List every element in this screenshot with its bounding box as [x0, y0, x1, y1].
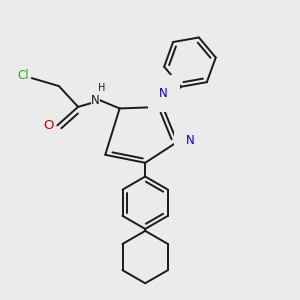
Text: N: N	[91, 94, 100, 107]
Text: H: H	[98, 83, 106, 93]
Text: O: O	[44, 119, 54, 132]
Text: N: N	[159, 87, 168, 100]
Text: Cl: Cl	[18, 69, 29, 82]
Text: N: N	[186, 134, 195, 147]
